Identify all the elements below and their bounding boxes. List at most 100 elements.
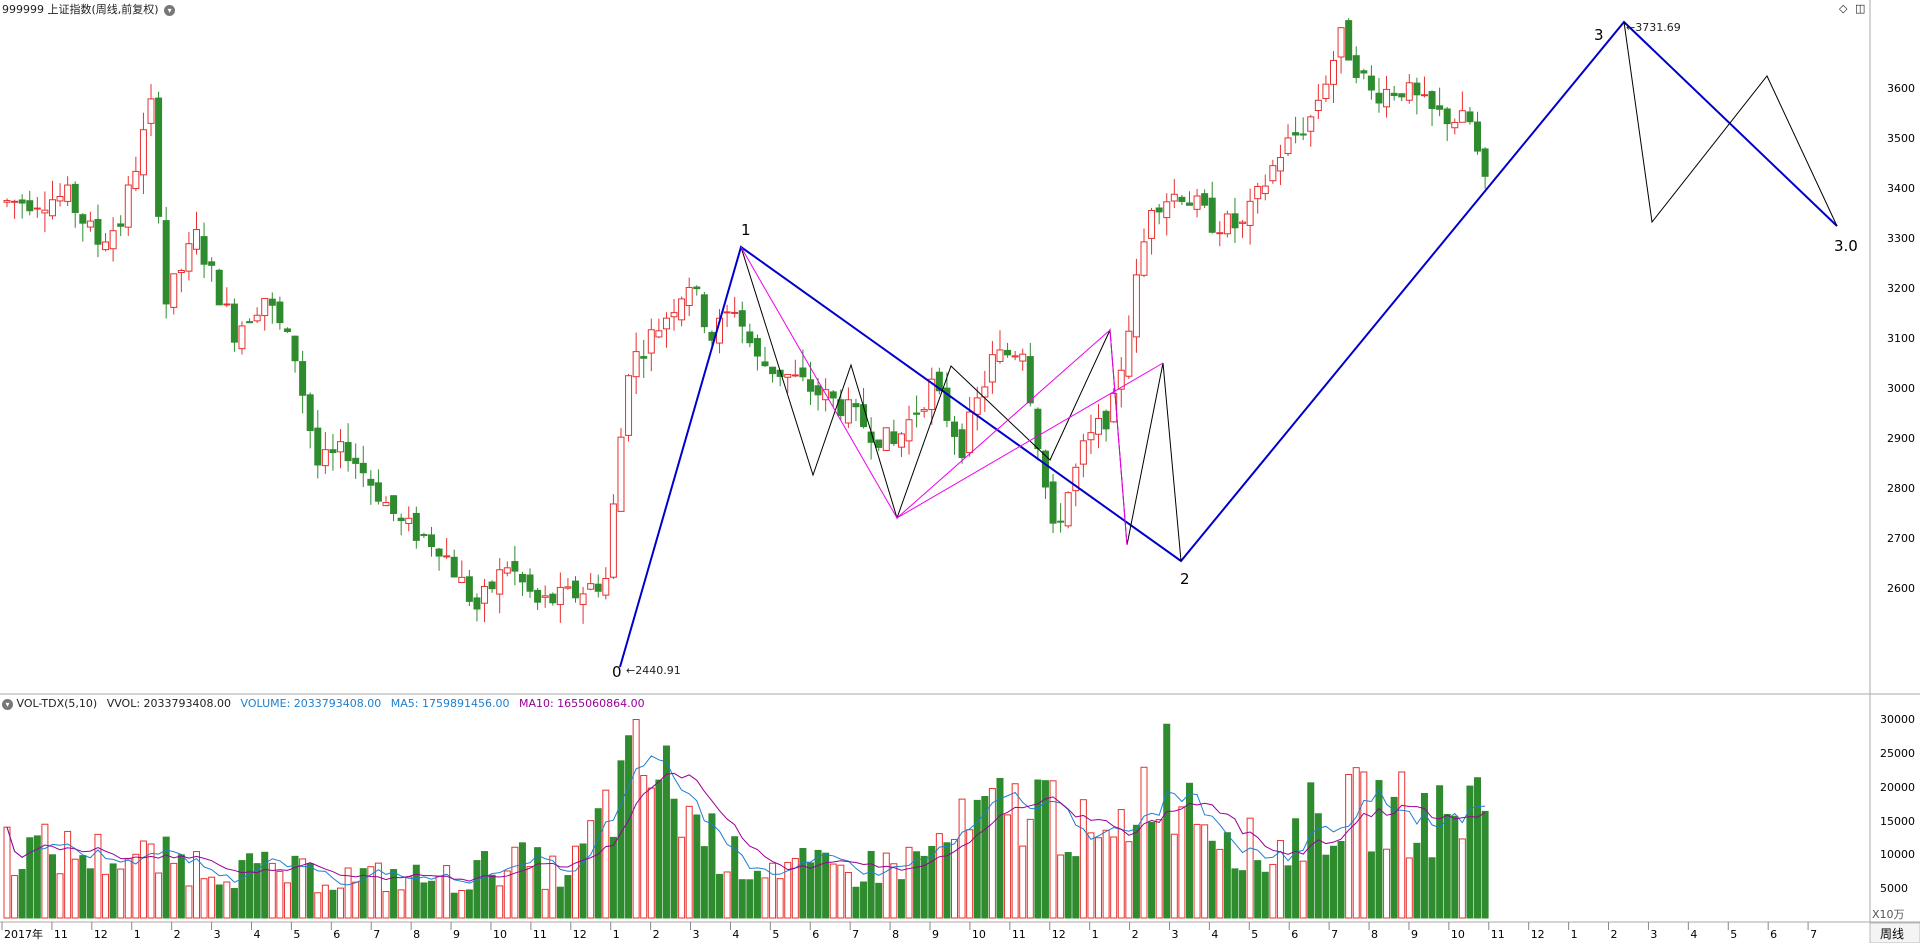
volume-bar [1254,860,1262,919]
price-tick: 3600 [1887,82,1915,95]
volume-bar [1352,767,1360,919]
candle-body [1375,92,1383,104]
candle-body [678,298,686,321]
volume-bar [988,788,996,919]
volume-bar [344,867,352,919]
candle-body [109,230,117,250]
volume-bar [647,787,655,919]
volume-bar [359,868,367,919]
vvol-value: VVOL: 2033793408.00 [106,697,232,710]
chevron-down-icon[interactable]: ▾ [2,699,13,710]
volume-bar [935,833,943,919]
candle-body [549,593,557,604]
volume-bar [306,863,314,919]
candle-body [1360,70,1368,74]
candle-body [882,427,890,451]
volume-bar [200,878,208,919]
candle-body [1398,93,1406,98]
candle-body [1057,520,1065,523]
chevron-down-icon[interactable]: ▾ [164,5,176,16]
alt-wave-line-a [740,246,1128,546]
volume-tick: 20000 [1880,781,1915,794]
volume-bar [291,855,299,919]
candle-body [359,462,367,474]
candle-body [572,580,579,599]
volume-bar [465,889,473,919]
volume-bar [897,879,905,919]
candle-body [738,310,746,327]
time-label: 3 [1650,928,1657,941]
volume-bar [1148,821,1156,919]
candle-body [958,429,966,458]
volume-bar [905,846,913,919]
candle-body [139,129,147,176]
volume-bar [1125,841,1133,919]
candle-body [1110,392,1118,423]
candle-body [1155,207,1163,213]
minor-wave-line-b [1623,21,1838,227]
volume-bar [867,850,875,919]
candle-body [412,512,420,541]
volume-tick: 15000 [1880,815,1915,828]
volume-bar [261,851,269,919]
candle-body [1208,197,1216,233]
candle-body [1413,82,1421,96]
alt-wave-line-b [896,362,1164,519]
volume-value: VOLUME: 2033793408.00 [240,697,382,710]
volume-bar [1299,860,1307,919]
candle-body [1026,356,1034,404]
time-label: 10 [972,928,986,941]
diamond-icon[interactable]: ◇ [1839,2,1848,15]
volume-bar [996,777,1004,919]
volume-bar [769,862,777,919]
time-label: 10 [1451,928,1465,941]
candle-body [3,200,11,203]
volume-bar [1155,819,1163,919]
candle-body [276,301,284,324]
candle-body [1117,369,1125,390]
price-tick: 2600 [1887,582,1915,595]
price-tick: 3500 [1887,132,1915,145]
period-button-frame[interactable] [1869,922,1920,943]
candle-body [1307,116,1315,132]
candle-body [26,200,34,212]
candle-body [662,317,670,330]
volume-bar [443,865,451,919]
price-tick: 3400 [1887,182,1915,195]
candle-body [518,573,526,583]
candle-body [405,517,413,524]
volume-bar [1428,857,1436,919]
volume-bar [382,891,390,919]
volume-header: ▾ VOL-TDX(5,10) VVOL: 2033793408.00 VOLU… [2,697,645,711]
volume-bar [458,889,466,919]
time-label: 11 [1491,928,1505,941]
candle-body [11,200,19,203]
candle-body [897,433,905,448]
volume-bar [1102,829,1110,919]
panel-toggle-icon[interactable]: ◫ [1855,2,1866,15]
candle-body [814,385,822,396]
candle-body [920,409,928,412]
candle-body [56,195,64,202]
period-button[interactable]: 周线 [1880,927,1904,941]
volume-bar [1231,868,1239,919]
volume-bar [1079,799,1087,919]
volume-bar [1246,817,1254,919]
volume-bar [374,862,382,919]
volume-bar [132,853,140,919]
volume-bar [526,866,534,919]
candle-body [427,534,435,548]
candle-body [1451,121,1459,129]
time-label: 9 [932,928,939,941]
volume-unit-label: X10万 [1872,908,1905,921]
volume-bar [632,719,640,919]
candle-body [435,548,443,557]
candle-body [647,329,655,354]
volume-bar [822,852,830,919]
candle-body [1102,410,1110,430]
minor-wave-line-a [740,246,1182,562]
volume-bar [1041,780,1049,919]
time-label: 6 [1291,928,1298,941]
candle-body [223,303,231,306]
